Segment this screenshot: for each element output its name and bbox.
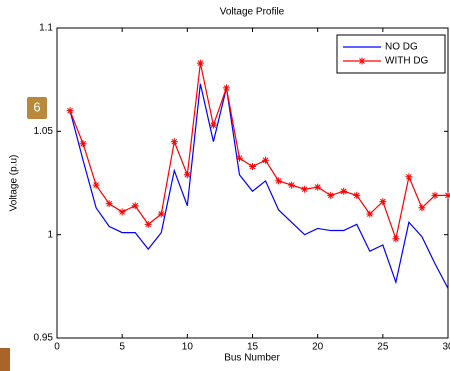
badge [27,97,47,119]
point-marker [327,191,335,199]
point-marker [392,235,400,243]
point-marker [366,210,374,218]
point-marker [301,185,309,193]
y-tick-label: 1 [47,229,53,240]
point-marker [144,220,152,228]
corner-block [0,348,10,371]
point-marker [170,138,178,146]
point-marker [196,59,204,67]
x-tick-label: 5 [119,342,125,353]
legend-label: NO DG [385,42,418,53]
point-marker [92,181,100,189]
point-marker [235,154,243,162]
point-marker [118,208,126,216]
x-tick-label: 15 [247,342,259,353]
point-marker [444,191,450,199]
badge-text: 6 [33,99,40,114]
point-marker [379,198,387,206]
point-marker [79,140,87,148]
point-marker [405,173,413,181]
legend-box [336,34,446,74]
point-marker [275,177,283,185]
point-marker [314,183,322,191]
y-tick-label: 0.95 [34,333,54,344]
x-tick-label: 10 [182,342,194,353]
x-tick-label: 25 [377,342,389,353]
point-marker [249,162,256,170]
x-tick-label: 30 [442,342,450,353]
point-marker [288,181,296,189]
series-line [69,83,449,289]
point-marker [209,121,217,129]
point-marker [131,202,139,210]
point-marker [66,107,74,115]
x-axis-label: Bus Number [224,353,280,364]
point-marker [183,171,191,179]
y-axis-label: Voltage (p.u) [9,155,20,212]
legend-label: WITH DG [385,56,429,67]
point-marker [340,187,348,195]
y-tick-label: 1.1 [39,23,53,34]
point-marker [418,204,426,212]
point-marker [262,156,270,164]
chart-title: Voltage Profile [220,7,285,18]
x-tick-label: 20 [312,342,324,353]
point-marker [105,200,113,208]
x-tick-label: 0 [54,342,60,353]
series-line [69,63,448,242]
point-marker [222,84,230,92]
y-tick-label: 1.05 [34,126,54,137]
legend-marker [358,57,366,65]
plot-area [56,27,449,339]
point-marker [157,210,165,218]
point-marker [431,191,439,199]
point-marker [353,191,361,199]
